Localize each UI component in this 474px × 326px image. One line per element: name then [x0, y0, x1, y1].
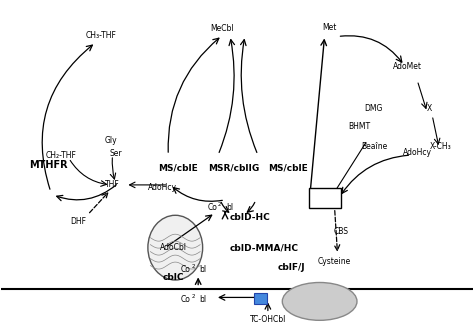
Text: AdoCbl: AdoCbl: [160, 243, 187, 252]
Text: CH₂-THF: CH₂-THF: [46, 151, 76, 159]
FancyBboxPatch shape: [255, 293, 267, 304]
Text: MeCbl: MeCbl: [210, 24, 234, 33]
Text: AdoHcy: AdoHcy: [148, 184, 177, 192]
Text: TC-OHCbl: TC-OHCbl: [250, 315, 286, 324]
Text: AdoMet: AdoMet: [393, 62, 422, 71]
Text: bl: bl: [226, 203, 233, 212]
Text: Co: Co: [207, 203, 217, 212]
Text: THF: THF: [105, 180, 120, 189]
Text: cblC: cblC: [162, 273, 184, 282]
Text: Ser: Ser: [109, 149, 122, 157]
Text: Gly: Gly: [104, 136, 117, 145]
Text: X-CH₃: X-CH₃: [430, 141, 452, 151]
Text: Co: Co: [180, 295, 190, 304]
Text: BHMT: BHMT: [348, 122, 371, 131]
Text: bl: bl: [199, 265, 206, 274]
Text: MS/cblE: MS/cblE: [158, 163, 198, 172]
Text: cblF/J: cblF/J: [278, 263, 305, 272]
Text: cbID-HC: cbID-HC: [230, 213, 271, 222]
Text: MSR/cblIG: MSR/cblIG: [208, 163, 259, 172]
Ellipse shape: [283, 283, 357, 320]
Text: DMG: DMG: [364, 104, 383, 113]
Text: Hcy: Hcy: [318, 193, 332, 202]
Ellipse shape: [148, 215, 203, 280]
Text: cbID-MMA/HC: cbID-MMA/HC: [230, 243, 299, 252]
Text: 2: 2: [218, 202, 221, 207]
Text: Met: Met: [322, 23, 337, 32]
Text: Beaîne: Beaîne: [361, 141, 388, 151]
Text: MS/cblE: MS/cblE: [268, 163, 308, 172]
Text: CH₃-THF: CH₃-THF: [85, 31, 116, 40]
FancyBboxPatch shape: [309, 188, 340, 208]
Text: 2: 2: [191, 294, 195, 299]
Text: X: X: [427, 104, 432, 113]
Text: bl: bl: [199, 295, 206, 304]
Text: DHF: DHF: [71, 217, 87, 226]
Text: Co: Co: [180, 265, 190, 274]
Text: CBS: CBS: [334, 227, 349, 236]
Text: Cysteine: Cysteine: [318, 257, 351, 266]
Text: MTHFR: MTHFR: [29, 160, 67, 170]
Text: AdoHcy: AdoHcy: [403, 148, 432, 156]
Text: 2: 2: [191, 264, 195, 269]
